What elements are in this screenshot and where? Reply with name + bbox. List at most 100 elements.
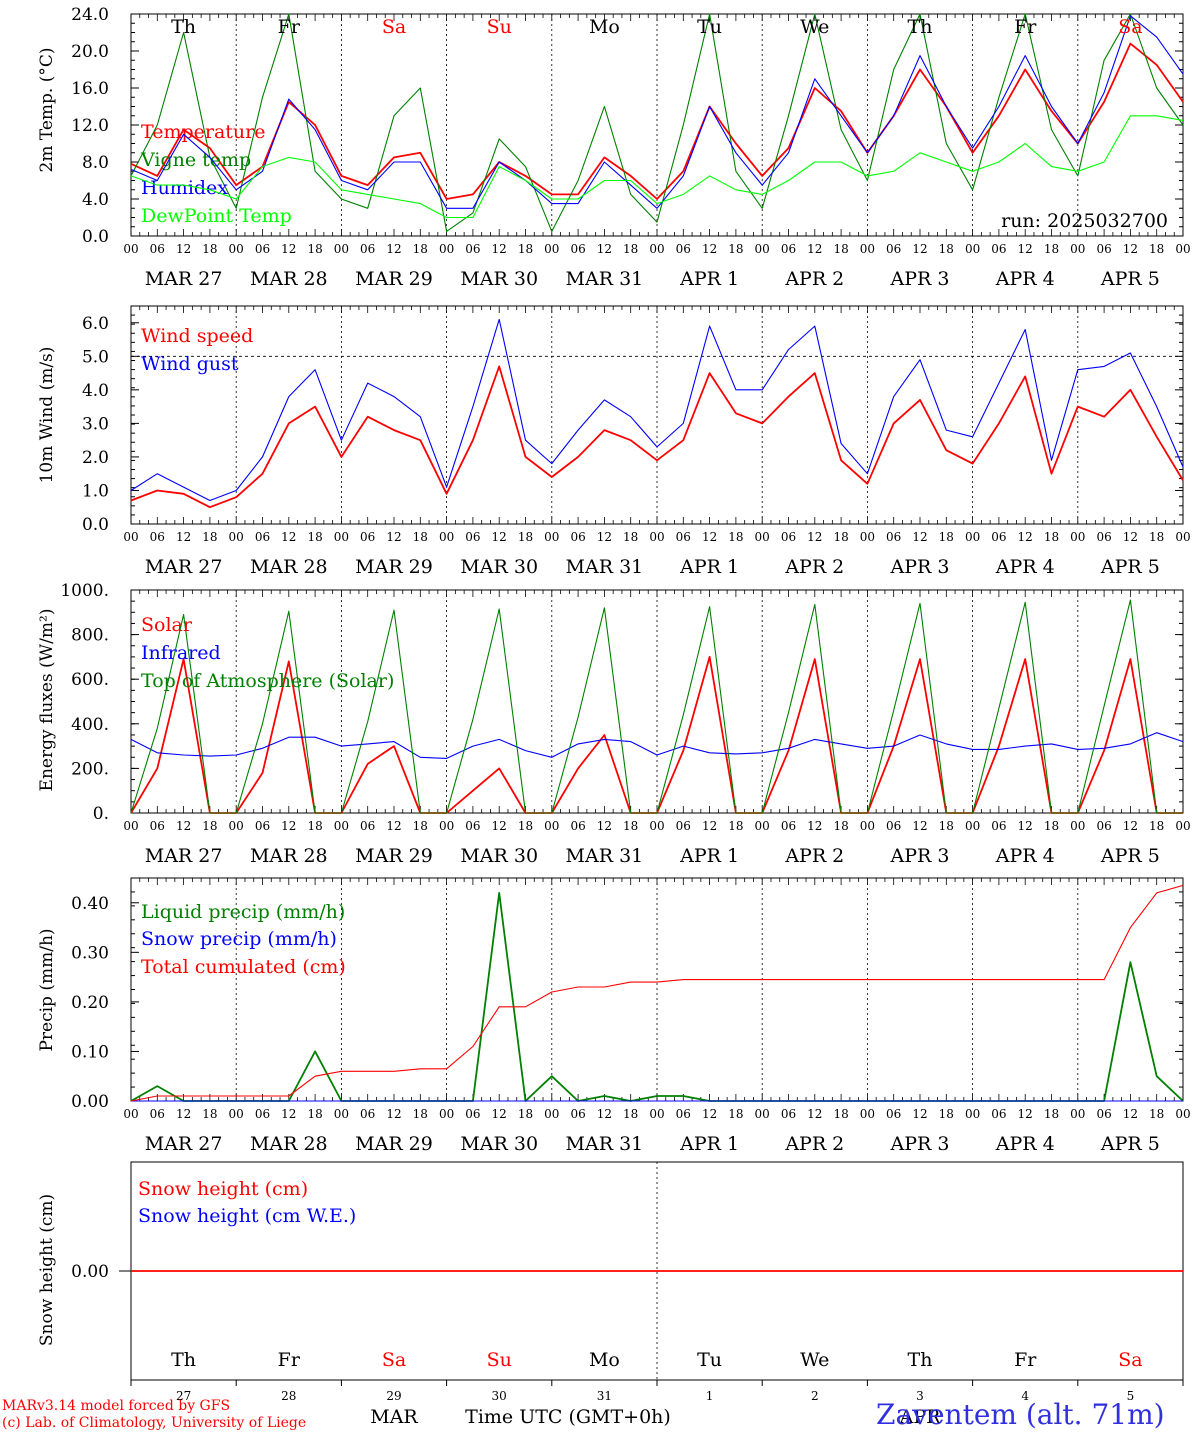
- date-label: APR 3: [890, 1133, 950, 1155]
- date-label: MAR 31: [566, 556, 644, 578]
- legend-entry: Wind speed: [141, 325, 253, 347]
- station-name: Zaventem (alt. 71m): [876, 1398, 1165, 1431]
- hour-tick-label: 18: [202, 530, 217, 544]
- hour-tick-label: 06: [886, 1107, 901, 1121]
- legend-entry: Infrared: [141, 642, 221, 664]
- legend-entry: Snow height (cm W.E.): [138, 1205, 356, 1227]
- hour-tick-label: 12: [386, 242, 401, 256]
- weekday-label: Su: [487, 1349, 512, 1371]
- hour-tick-label: 06: [255, 819, 270, 833]
- hour-tick-label: 12: [492, 819, 507, 833]
- y-tick-label: 3.0: [82, 414, 109, 434]
- hour-tick-label: 18: [728, 530, 743, 544]
- hour-tick-label: 06: [886, 819, 901, 833]
- hour-tick-label: 12: [1018, 819, 1033, 833]
- hour-tick-label: 18: [1149, 530, 1164, 544]
- hour-tick-label: 00: [860, 242, 875, 256]
- hour-tick-label: 06: [255, 1107, 270, 1121]
- x-axis-label: Time UTC (GMT+0h): [465, 1406, 671, 1428]
- y-tick-label: 600.: [71, 670, 109, 690]
- hour-tick-label: 00: [860, 530, 875, 544]
- date-label: MAR 28: [250, 268, 328, 290]
- hour-tick-label: 00: [755, 530, 770, 544]
- hour-tick-label: 18: [518, 530, 533, 544]
- hour-tick-label: 06: [1096, 819, 1111, 833]
- series-line: [130, 365, 1184, 509]
- hour-tick-label: 18: [728, 242, 743, 256]
- hour-tick-label: 00: [1070, 1107, 1085, 1121]
- month-label: MAR: [370, 1406, 418, 1428]
- hour-tick-label: 12: [176, 530, 191, 544]
- run-label: run: 2025032700: [1001, 210, 1168, 232]
- hour-tick-label: 18: [623, 242, 638, 256]
- y-axis-label: Snow height (cm): [37, 1194, 57, 1346]
- hour-tick-label: 18: [518, 242, 533, 256]
- y-tick-label: 0.: [93, 804, 109, 824]
- date-label: MAR 29: [355, 1133, 433, 1155]
- hour-tick-label: 18: [413, 530, 428, 544]
- weekday-label: Su: [487, 16, 512, 38]
- y-tick-label: 20.0: [71, 42, 109, 62]
- hour-tick-label: 12: [176, 819, 191, 833]
- hour-tick-label: 00: [649, 242, 664, 256]
- y-tick-label: 200.: [71, 759, 109, 779]
- y-tick-label: 4.0: [82, 190, 109, 210]
- hour-tick-label: 00: [229, 242, 244, 256]
- legend-entry: Humidex: [141, 177, 228, 199]
- hour-tick-label: 12: [281, 242, 296, 256]
- hour-tick-label: 18: [307, 242, 322, 256]
- hour-tick-label: 06: [1096, 1107, 1111, 1121]
- weekday-label: We: [800, 1349, 829, 1371]
- hour-tick-label: 12: [492, 530, 507, 544]
- hour-tick-label: 12: [807, 1107, 822, 1121]
- hour-tick-label: 06: [781, 1107, 796, 1121]
- credit-block: MARv3.14 model forced by GFS (c) Lab. of…: [2, 1398, 306, 1432]
- hour-tick-label: 06: [570, 530, 585, 544]
- hour-tick-label: 00: [755, 1107, 770, 1121]
- hour-tick-label: 12: [702, 819, 717, 833]
- hour-tick-label: 06: [465, 1107, 480, 1121]
- hour-tick-label: 00: [334, 530, 349, 544]
- series-line: [130, 115, 1184, 219]
- hour-tick-label: 18: [413, 242, 428, 256]
- date-label: APR 1: [679, 268, 739, 290]
- date-label: APR 4: [995, 268, 1055, 290]
- y-tick-label: 0.40: [71, 894, 109, 914]
- hour-tick-label: 06: [781, 242, 796, 256]
- day-number: 4: [1021, 1389, 1029, 1403]
- hour-tick-label: 18: [202, 242, 217, 256]
- lab-credit: (c) Lab. of Climatology, University of L…: [2, 1415, 307, 1431]
- series-line: [130, 15, 1184, 209]
- hour-tick-label: 06: [465, 530, 480, 544]
- hour-tick-label: 12: [912, 530, 927, 544]
- hour-tick-label: 06: [360, 819, 375, 833]
- hour-tick-label: 06: [255, 530, 270, 544]
- hour-tick-label: 12: [597, 1107, 612, 1121]
- day-number: 3: [916, 1389, 924, 1403]
- hour-tick-label: 18: [623, 530, 638, 544]
- date-label: MAR 31: [566, 1133, 644, 1155]
- hour-tick-label: 00: [965, 819, 980, 833]
- hour-tick-label: 06: [676, 242, 691, 256]
- hour-tick-label: 18: [1044, 530, 1059, 544]
- hour-tick-label: 12: [807, 819, 822, 833]
- hour-tick-label: 18: [1149, 819, 1164, 833]
- day-number: 27: [176, 1389, 191, 1403]
- hour-tick-label: 00: [544, 1107, 559, 1121]
- hour-tick-label: 18: [833, 242, 848, 256]
- series-line: [130, 884, 1184, 1102]
- hour-tick-label: 12: [597, 530, 612, 544]
- y-tick-label: 24.0: [71, 5, 109, 25]
- hour-tick-label: 00: [965, 530, 980, 544]
- day-number: 1: [706, 1389, 714, 1403]
- hour-tick-label: 18: [939, 242, 954, 256]
- legend-entry: Snow height (cm): [138, 1178, 308, 1200]
- hour-tick-label: 00: [965, 242, 980, 256]
- y-axis-label: Energy fluxes (W/m²): [37, 609, 57, 792]
- hour-tick-label: 18: [939, 819, 954, 833]
- legend-entry: Temperature: [141, 121, 265, 143]
- hour-tick-label: 00: [439, 530, 454, 544]
- hour-tick-label: 06: [150, 819, 165, 833]
- hour-tick-label: 00: [1175, 819, 1190, 833]
- series-line: [130, 599, 1183, 814]
